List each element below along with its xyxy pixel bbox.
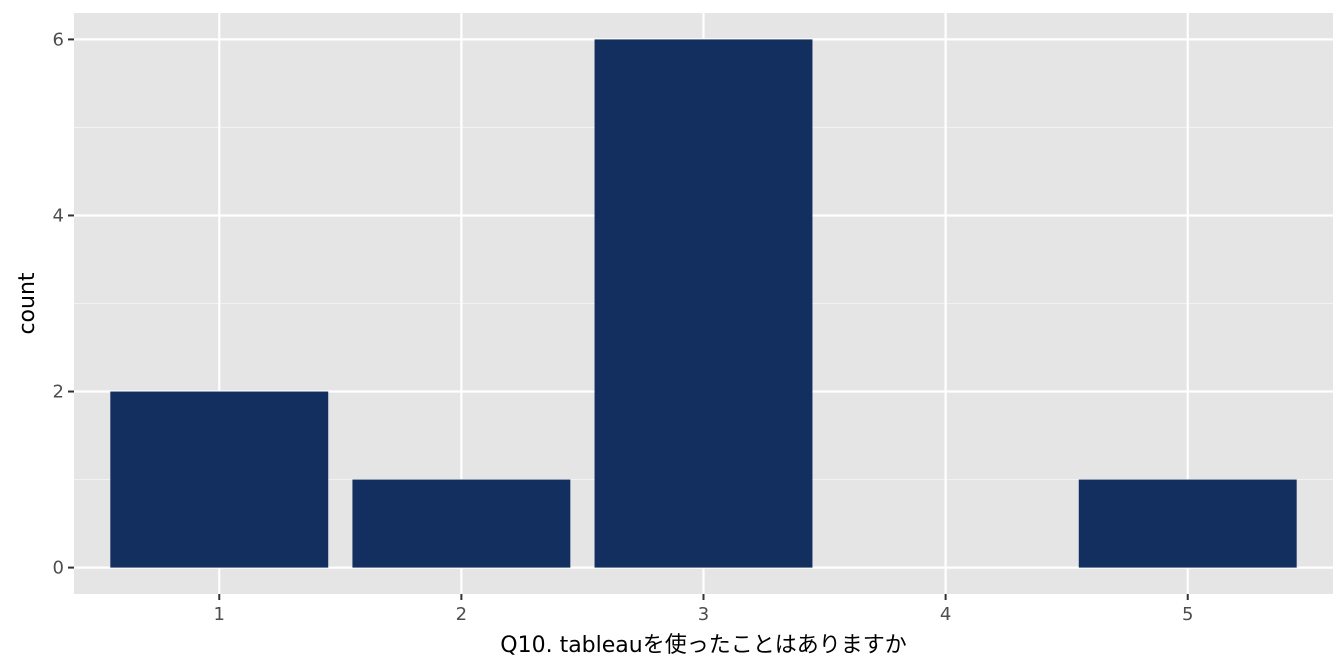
bar-3 bbox=[594, 39, 813, 568]
x-tick-label: 4 bbox=[940, 604, 951, 625]
x-tick-label: 1 bbox=[214, 604, 225, 625]
bar-5 bbox=[1078, 479, 1297, 568]
y-tick-label: 6 bbox=[53, 29, 64, 50]
y-axis-ticks: 0 2 4 6 bbox=[53, 29, 74, 579]
x-axis-title: Q10. tableauを使ったことはありますか bbox=[500, 633, 906, 658]
x-tick-label: 3 bbox=[698, 604, 709, 625]
bars bbox=[110, 39, 1297, 568]
y-axis-title: count bbox=[15, 272, 40, 334]
x-tick-label: 5 bbox=[1182, 604, 1193, 625]
x-axis-ticks: 1 2 3 4 5 bbox=[214, 594, 1193, 625]
bar-1 bbox=[110, 391, 329, 568]
y-tick-label: 2 bbox=[53, 382, 64, 403]
y-tick-label: 4 bbox=[53, 205, 64, 226]
bar-2 bbox=[352, 479, 571, 568]
y-tick-label: 0 bbox=[53, 558, 64, 579]
x-tick-label: 2 bbox=[456, 604, 467, 625]
